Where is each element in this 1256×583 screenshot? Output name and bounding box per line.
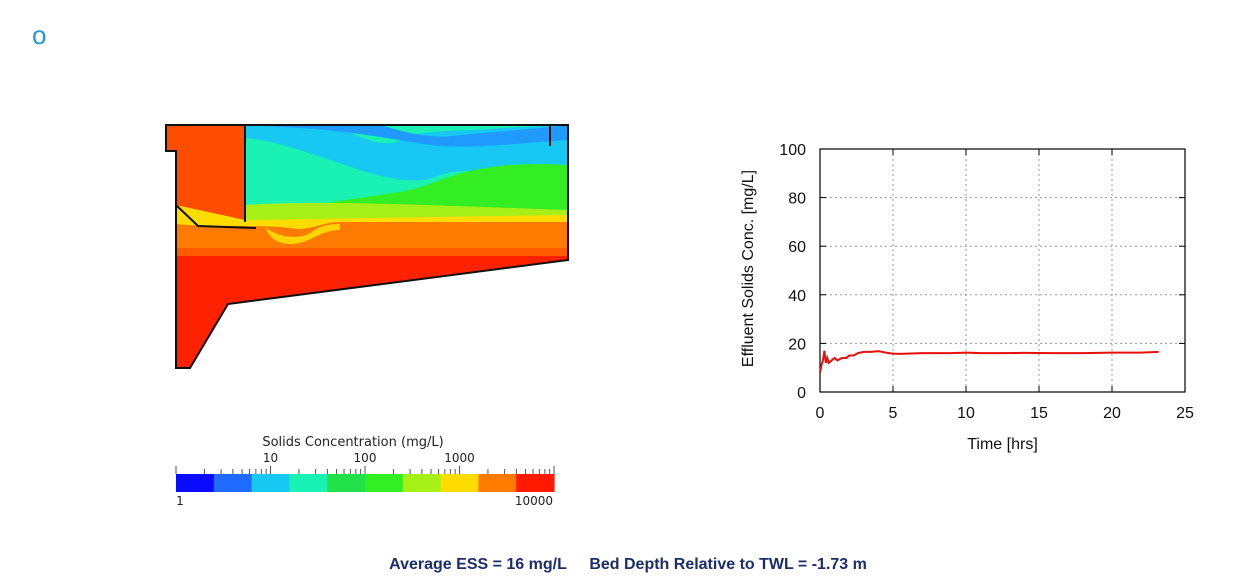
series-line: [819, 350, 1159, 373]
y-tick-label: 0: [797, 385, 806, 402]
colorbar-swatch: [478, 474, 517, 492]
colorbar-swatch: [213, 474, 253, 492]
colorbar-swatch: [516, 474, 555, 492]
x-tick-label: 5: [889, 405, 898, 422]
x-tick-label: 0: [816, 405, 825, 422]
colorbar-swatch: [327, 474, 366, 492]
plot-frame: [819, 148, 1186, 393]
x-tick-label: 20: [1103, 405, 1121, 422]
x-axis-label: Time [hrs]: [967, 436, 1038, 453]
y-tick-label: 80: [788, 191, 806, 208]
y-tick-label: 100: [779, 142, 806, 159]
colorbar-top-tick-label: 10: [263, 451, 278, 465]
colorbar-swatch: [176, 474, 215, 492]
colorbar-swatch: [251, 474, 290, 492]
colorbar-top-tick-label: 1000: [444, 451, 475, 465]
bullet-marker: o: [32, 20, 47, 50]
x-tick-label: 15: [1030, 405, 1048, 422]
colorbar-bottom-tick-label: 1: [176, 494, 184, 508]
y-axis-label: Effluent Solids Conc. [mg/L]: [740, 170, 757, 367]
colorbar-swatch: [440, 474, 479, 492]
tank-outline: [165, 124, 569, 369]
y-tick-label: 40: [788, 288, 806, 305]
colorbar-swatch: [289, 474, 328, 492]
colorbar-title: Solids Concentration (mg/L): [262, 435, 443, 450]
colorbar-bottom-tick-label: 10000: [515, 494, 553, 508]
y-tick-label: 60: [788, 239, 806, 256]
bed-depth-text: Bed Depth Relative to TWL = -1.73 m: [589, 556, 867, 573]
colorbar-swatch: [402, 474, 442, 492]
summary-footer: Average ESS = 16 mg/L Bed Depth Relative…: [0, 556, 1256, 574]
y-tick-label: 20: [788, 336, 806, 353]
colorbar-swatch: [365, 474, 404, 492]
x-tick-label: 10: [957, 405, 975, 422]
average-ess-text: Average ESS = 16 mg/L: [389, 556, 567, 573]
colorbar-top-tick-label: 100: [354, 451, 377, 465]
x-tick-label: 25: [1176, 405, 1194, 422]
